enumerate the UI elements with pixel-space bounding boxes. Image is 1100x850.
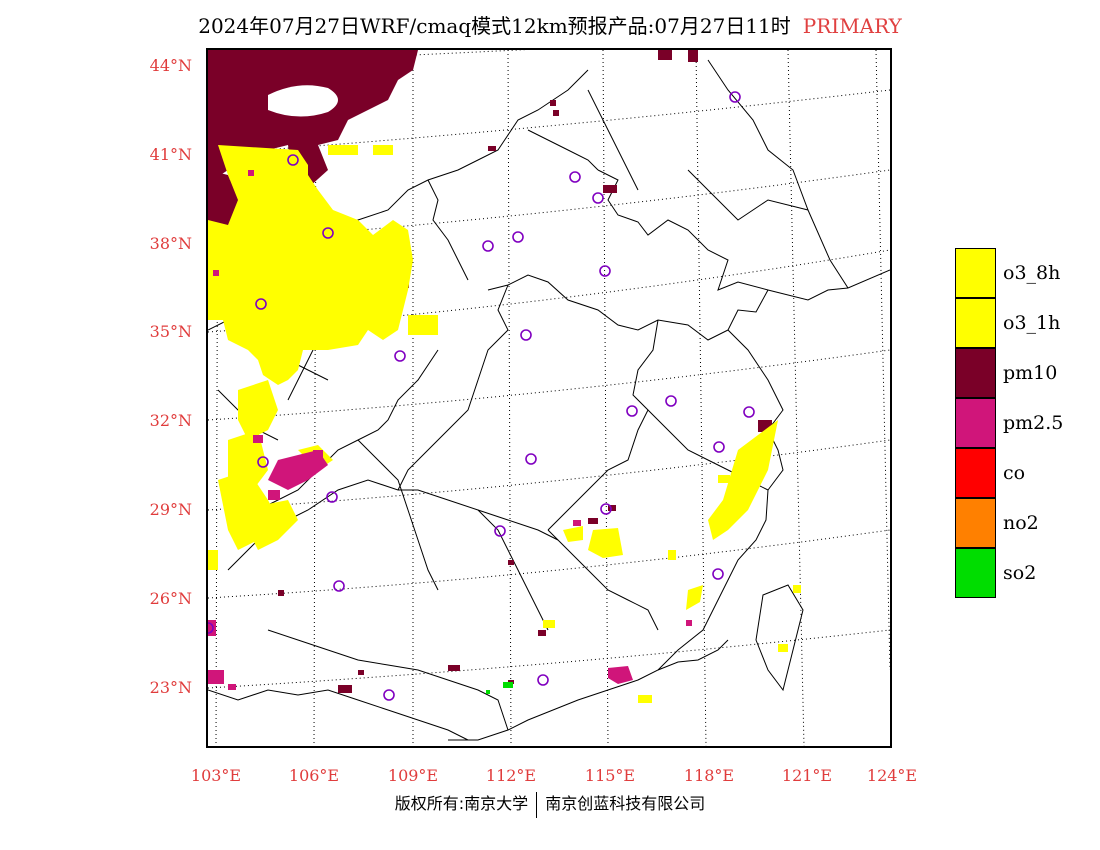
legend-swatch: [955, 248, 996, 298]
legend-label: so2: [1003, 562, 1037, 584]
lat-label-38: 38°N: [149, 234, 192, 253]
lon-label-118: 118°E: [683, 766, 735, 785]
lat-label-41: 41°N: [149, 145, 192, 164]
o3-areas: [208, 145, 801, 703]
legend-swatch: [955, 448, 996, 498]
lon-label-106: 106°E: [288, 766, 340, 785]
boundaries: [208, 59, 890, 741]
lat-label-44: 44°N: [149, 56, 192, 75]
legend-swatch: [955, 298, 996, 348]
lat-label-32: 32°N: [149, 411, 192, 430]
copyright-footer: 版权所有:南京大学 南京创蓝科技有限公司: [0, 790, 1100, 818]
legend-swatch: [955, 348, 996, 398]
title-main: 2024年07月27日WRF/cmaq模式12km预报产品:07月27日11时: [198, 14, 791, 38]
legend-label: no2: [1003, 512, 1039, 534]
lat-label-35: 35°N: [149, 322, 192, 341]
title-tag: PRIMARY: [802, 14, 902, 38]
lon-label-109: 109°E: [387, 766, 439, 785]
legend-swatch: [955, 498, 996, 548]
pm25-areas: [208, 170, 692, 690]
legend-label: co: [1003, 462, 1026, 484]
lat-label-23: 23°N: [149, 678, 192, 697]
map-canvas: [208, 50, 890, 746]
clear-patch: [268, 85, 338, 117]
legend-label: o3_1h: [1003, 312, 1061, 334]
lon-label-115: 115°E: [584, 766, 636, 785]
map-panel: [206, 48, 892, 748]
legend-label: o3_8h: [1003, 262, 1061, 284]
so2-areas: [486, 682, 513, 694]
station-markers: [208, 91, 755, 701]
lat-label-26: 26°N: [149, 589, 192, 608]
lat-label-29: 29°N: [149, 500, 192, 519]
map-title: 2024年07月27日WRF/cmaq模式12km预报产品:07月27日11时 P…: [0, 10, 1100, 39]
legend-swatch: [955, 398, 996, 448]
lon-label-103: 103°E: [190, 766, 242, 785]
legend-label: pm2.5: [1003, 412, 1064, 434]
copyright-right: 南京创蓝科技有限公司: [545, 794, 706, 813]
lon-label-124: 124°E: [866, 766, 918, 785]
footer-divider: [536, 791, 538, 818]
legend-label: pm10: [1003, 362, 1058, 384]
legend-swatch: [955, 548, 996, 598]
lon-label-121: 121°E: [781, 766, 833, 785]
lon-label-112: 112°E: [485, 766, 537, 785]
copyright-left: 版权所有:南京大学: [394, 794, 529, 813]
